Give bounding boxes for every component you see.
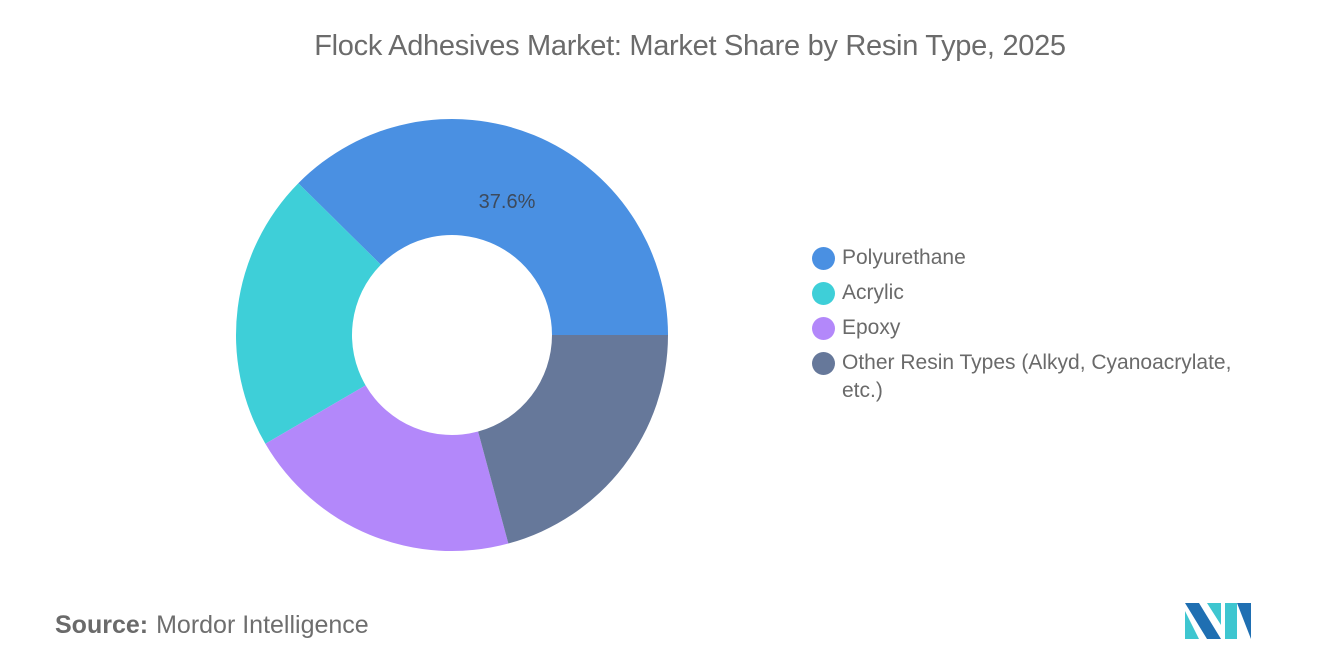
slice-other[interactable]: [478, 335, 668, 544]
legend-label: Other Resin Types (Alkyd, Cyanoacrylate,…: [842, 351, 1232, 402]
legend-marker-icon: [812, 317, 835, 340]
legend-label: Polyurethane: [842, 246, 966, 269]
slice-acrylic[interactable]: [235, 183, 381, 444]
legend-marker-icon: [812, 282, 835, 305]
legend-item-acrylic[interactable]: Acrylic: [812, 279, 1272, 307]
legend-item-other[interactable]: Other Resin Types (Alkyd, Cyanoacrylate,…: [812, 349, 1272, 405]
legend-marker-icon: [812, 247, 835, 270]
legend-marker-icon: [812, 352, 835, 375]
legend-label: Epoxy: [842, 316, 901, 339]
donut-slices: [235, 118, 668, 552]
chart-title: Flock Adhesives Market: Market Share by …: [314, 30, 1066, 62]
legend: Polyurethane Acrylic Epoxy Other Resin T…: [812, 244, 1272, 412]
legend-item-polyurethane[interactable]: Polyurethane: [812, 244, 1272, 272]
slice-polyurethane[interactable]: [298, 118, 668, 335]
mordor-intelligence-logo-icon: [1185, 603, 1251, 639]
source-note: Source: Mordor Intelligence: [55, 611, 369, 640]
source-label: Source:: [55, 611, 149, 639]
source-value: Mordor Intelligence: [156, 611, 369, 639]
slice-epoxy[interactable]: [265, 385, 509, 552]
legend-label: Acrylic: [842, 281, 904, 304]
slice-label-polyurethane: 37.6%: [479, 191, 536, 213]
legend-item-epoxy[interactable]: Epoxy: [812, 314, 1272, 342]
